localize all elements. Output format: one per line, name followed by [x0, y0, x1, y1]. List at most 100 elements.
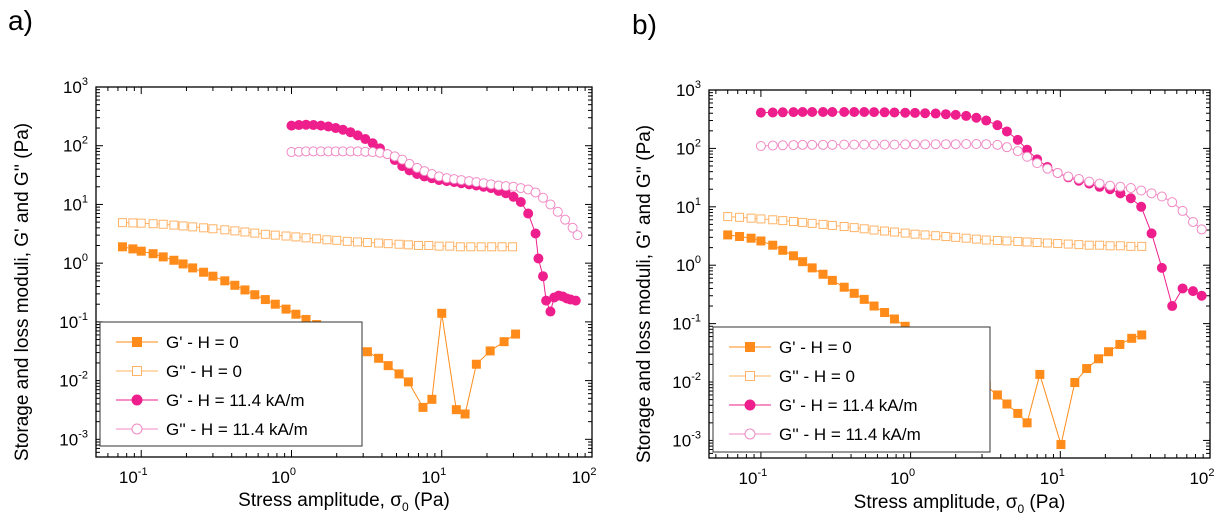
data-point	[1094, 354, 1104, 364]
data-point	[418, 402, 428, 412]
data-point	[188, 222, 198, 232]
data-point	[362, 347, 372, 357]
data-point	[900, 107, 911, 118]
data-point	[920, 139, 931, 150]
data-point	[291, 232, 301, 242]
data-point	[1094, 178, 1105, 189]
data-point	[941, 232, 951, 242]
data-point	[332, 235, 342, 245]
x-tick-label: 101	[1040, 467, 1065, 488]
data-point	[208, 224, 218, 234]
data-point	[530, 228, 541, 239]
data-point	[849, 223, 859, 233]
y-tick-label: 100	[63, 252, 88, 273]
x-axis-title: Stress amplitude, σ0 (Pa)	[238, 490, 450, 514]
y-tick-label: 10-2	[59, 370, 88, 391]
data-point	[250, 228, 260, 238]
data-point	[1013, 236, 1023, 246]
data-point	[827, 220, 837, 230]
data-point	[383, 361, 393, 371]
legend-marker	[744, 399, 756, 411]
y-tick-label: 103	[63, 76, 88, 97]
x-tick-label: 102	[1189, 467, 1214, 488]
data-point	[1105, 241, 1115, 251]
data-point	[1002, 236, 1012, 246]
data-point	[827, 107, 838, 118]
data-point	[1073, 173, 1084, 184]
data-point	[788, 140, 799, 151]
legend-label: G' - H = 11.4 kA/m	[166, 391, 305, 410]
data-point	[515, 197, 526, 208]
data-point	[807, 218, 817, 228]
data-point	[900, 139, 911, 150]
data-point	[523, 208, 534, 219]
legend-label: G' - H = 11.4 kA/m	[779, 396, 918, 415]
data-point	[768, 240, 778, 250]
data-point	[1063, 171, 1074, 182]
data-point	[1188, 286, 1199, 297]
legend-label: G'' - H = 11.4 kA/m	[779, 425, 921, 444]
data-point	[879, 107, 890, 118]
data-point	[940, 109, 951, 120]
data-point	[1137, 330, 1147, 340]
data-point	[992, 235, 1002, 245]
data-point	[374, 353, 384, 363]
data-point	[1125, 182, 1136, 193]
data-point	[859, 107, 870, 118]
data-point	[250, 290, 260, 300]
legend-label: G'' - H = 0	[166, 362, 242, 381]
data-point	[455, 242, 465, 252]
legend-marker	[131, 394, 143, 406]
data-point	[1022, 237, 1032, 247]
data-point	[466, 242, 476, 252]
data-point	[788, 107, 799, 118]
data-point	[471, 359, 481, 369]
data-point	[397, 154, 408, 165]
y-axis-title: Storage and loss moduli, G' and G'' (Pa)	[12, 123, 33, 461]
legend-box	[712, 326, 991, 453]
data-point	[778, 216, 788, 226]
data-point	[538, 271, 549, 282]
y-tick-label: 101	[63, 193, 88, 214]
data-point	[1188, 216, 1199, 227]
data-point	[767, 107, 778, 118]
data-point	[849, 288, 859, 298]
data-point	[208, 271, 218, 281]
series-2	[755, 107, 1207, 312]
data-point	[178, 221, 188, 231]
data-point	[437, 308, 447, 318]
data-point	[755, 107, 766, 118]
data-point	[230, 280, 240, 290]
data-point	[767, 140, 778, 151]
data-point	[291, 309, 301, 319]
data-point	[1196, 224, 1207, 235]
data-point	[1042, 238, 1052, 248]
data-point	[240, 227, 250, 237]
y-tick-label: 10-1	[672, 313, 701, 334]
y-tick-label: 10-3	[59, 428, 88, 449]
data-point	[1156, 262, 1167, 273]
data-point	[322, 235, 332, 245]
data-point	[1146, 188, 1157, 199]
data-point	[931, 231, 941, 241]
x-tick-label: 100	[271, 466, 296, 487]
y-tick-label: 102	[676, 137, 701, 158]
data-point	[1070, 378, 1080, 388]
data-point	[572, 230, 583, 241]
data-point	[807, 107, 818, 118]
data-point	[533, 253, 544, 264]
data-point	[230, 226, 240, 236]
data-point	[971, 112, 982, 123]
data-point	[756, 214, 766, 224]
legend-box	[99, 321, 363, 447]
data-point	[1001, 126, 1012, 137]
data-point	[413, 240, 423, 250]
data-point	[768, 215, 778, 225]
data-point	[460, 409, 470, 419]
data-point	[427, 394, 437, 404]
data-point	[1105, 180, 1116, 191]
data-point	[485, 346, 495, 356]
data-point	[889, 227, 899, 237]
x-tick-label: 10-1	[739, 467, 768, 488]
data-point	[1082, 364, 1092, 374]
